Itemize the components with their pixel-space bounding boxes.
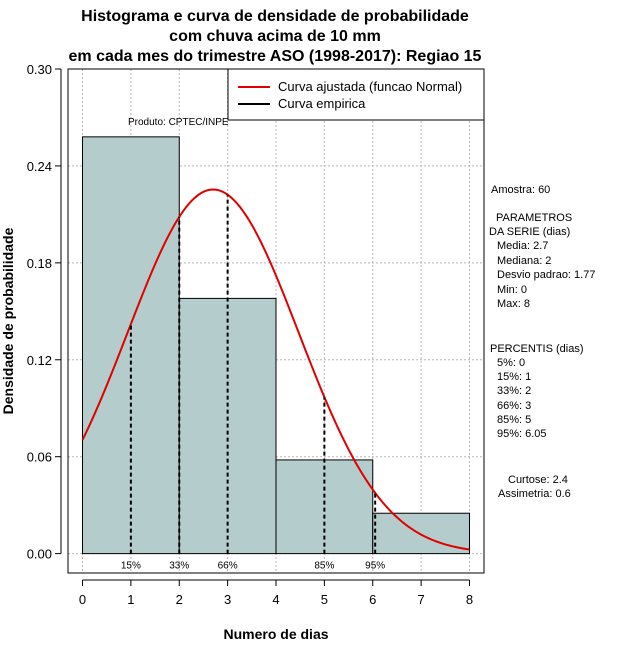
stat-media: Media: 2.7 [497, 240, 548, 252]
chart-title-line-2: com chuva acima de 10 mm [169, 28, 381, 45]
y-tick-label-5: 0.30 [27, 62, 52, 77]
stat-p66: 66%: 3 [497, 400, 531, 412]
y-tick-label-3: 0.18 [27, 256, 52, 271]
percentile-label-0: 15% [121, 561, 141, 572]
stat-p5: 5%: 0 [497, 357, 525, 369]
percentile-label-3: 85% [314, 561, 334, 572]
x-tick-label-2: 2 [176, 592, 183, 607]
stat-assimetria: Assimetria: 0.6 [498, 488, 571, 500]
legend: Curva ajustada (funcao Normal) Curva emp… [227, 68, 485, 121]
x-axis-title: Numero de dias [223, 626, 328, 642]
product-label: Produto: CPTEC/INPE [128, 117, 229, 128]
y-tick-label-4: 0.24 [27, 159, 52, 174]
statistics-panel: Amostra: 60 PARAMETROS DA SERIE (dias) M… [489, 184, 595, 500]
y-axis: 0.00 0.06 0.12 0.18 0.24 0.30 [27, 62, 62, 562]
y-tick-label-2: 0.12 [27, 353, 52, 368]
stat-percentis-title: PERCENTIS (dias) [490, 343, 584, 355]
y-tick-label-1: 0.06 [27, 450, 52, 465]
stat-p95: 95%: 6.05 [497, 428, 547, 440]
percentile-label-1: 33% [169, 561, 189, 572]
stat-p85: 85%: 5 [497, 414, 531, 426]
stat-p33: 33%: 2 [497, 385, 531, 397]
y-tick-label-0: 0.00 [27, 547, 52, 562]
stat-max: Max: 8 [497, 298, 530, 310]
percentile-lines: 15% 33% 66% 85% 95% [121, 194, 385, 572]
stat-curtose: Curtose: 2.4 [508, 474, 568, 486]
x-axis: 0 1 2 3 4 5 6 7 8 [79, 579, 473, 607]
stat-p15: 15%: 1 [497, 371, 531, 383]
stat-min: Min: 0 [497, 284, 527, 296]
x-tick-label-7: 7 [417, 592, 424, 607]
stat-amostra: Amostra: 60 [491, 184, 550, 196]
percentile-label-4: 95% [365, 561, 385, 572]
legend-label-normal: Curva ajustada (funcao Normal) [278, 79, 462, 94]
histogram-bars [82, 136, 470, 555]
percentile-label-2: 66% [218, 561, 238, 572]
chart-title-line-1: Histograma e curva de densidade de proba… [81, 8, 469, 25]
stat-parametros-title: PARAMETROS [496, 212, 572, 224]
stat-desvio: Desvio padrao: 1.77 [497, 269, 595, 281]
x-tick-label-1: 1 [127, 592, 134, 607]
x-tick-label-5: 5 [321, 592, 328, 607]
x-tick-label-0: 0 [79, 592, 86, 607]
x-tick-label-4: 4 [272, 592, 279, 607]
x-tick-label-3: 3 [224, 592, 231, 607]
normal-curve-line [81, 188, 470, 551]
y-axis-title: Densidade de probabilidade [0, 227, 16, 414]
stat-mediana: Mediana: 2 [497, 255, 551, 267]
legend-box [227, 68, 485, 121]
chart-title-line-3: em cada mes do trimestre ASO (1998-2017)… [69, 48, 482, 65]
x-tick-label-6: 6 [369, 592, 376, 607]
legend-label-empirical: Curva empirica [278, 96, 366, 111]
histogram-bar-0 [82, 136, 180, 555]
stat-parametros-subtitle: DA SERIE (dias) [489, 226, 570, 238]
x-tick-label-8: 8 [466, 592, 473, 607]
